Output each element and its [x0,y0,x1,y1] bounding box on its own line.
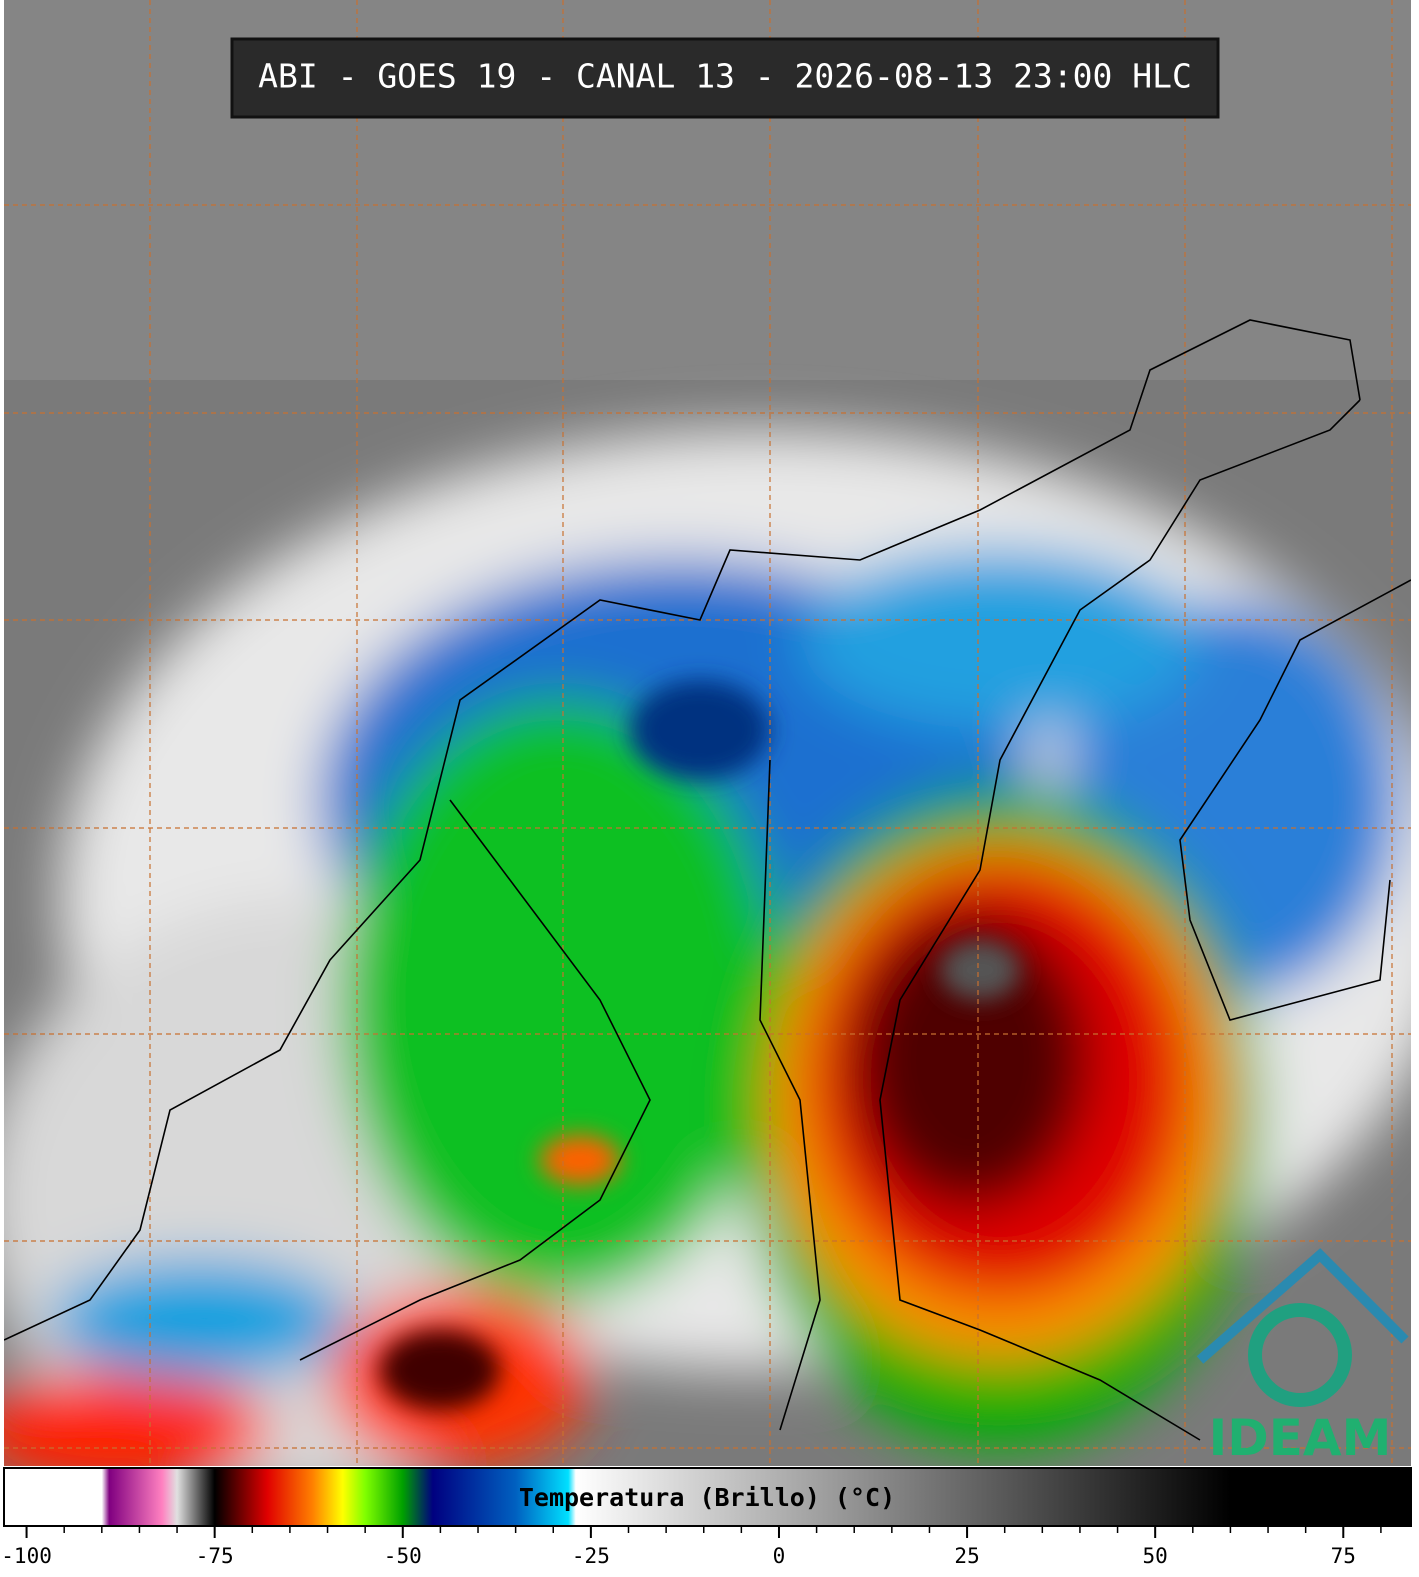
tick-label: -50 [384,1544,422,1568]
colorbar [3,1467,1412,1527]
colorbar-axis: -100 -75 -50 -25 0 25 50 75 [1,1527,1382,1568]
tick-label: -25 [572,1544,610,1568]
tick-label: 0 [773,1544,786,1568]
borders [4,319,1411,1441]
tick-label: -100 [1,1544,52,1568]
logo: IDEAM [1196,1248,1409,1467]
title: ABI - GOES 19 - CANAL 13 - 2026-08-13 23… [258,57,1192,96]
tick-label: 75 [1331,1544,1356,1568]
tick-label: -75 [196,1544,234,1568]
colorbar-label: Temperatura (Brillo) (°C) [519,1483,895,1512]
title-box [230,37,1220,119]
graticule [4,0,1411,1466]
logo-text: IDEAM [1209,1409,1392,1467]
tick-label: 25 [954,1544,979,1568]
tick-label: 50 [1143,1544,1168,1568]
satellite-image: IDEAM [4,0,1411,1467]
